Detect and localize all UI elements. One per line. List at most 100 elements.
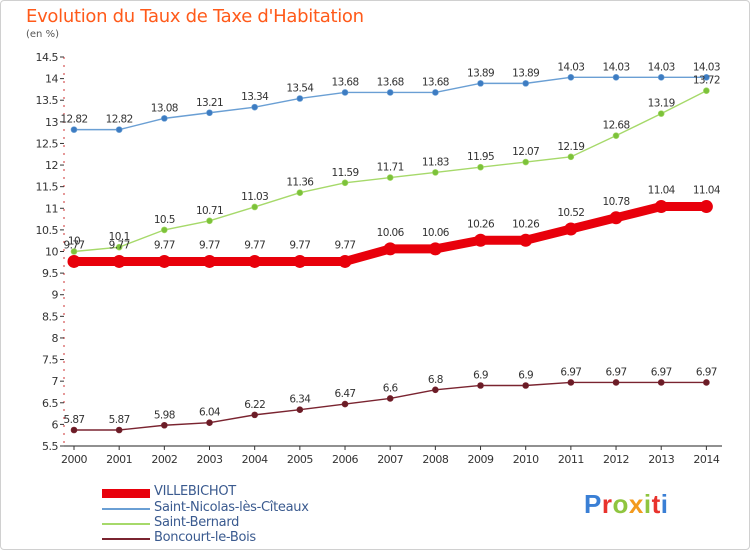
data-label: 6.9 <box>518 369 533 381</box>
x-tick-label: 2005 <box>287 453 313 466</box>
y-tick-label: 13.5 <box>36 94 59 107</box>
x-tick-label: 2012 <box>603 453 629 466</box>
data-point <box>70 426 78 434</box>
data-label: 6.8 <box>428 374 443 386</box>
x-tick-label: 2001 <box>106 453 132 466</box>
data-label: 11.04 <box>648 185 676 197</box>
data-point <box>477 80 484 87</box>
data-point <box>341 179 349 187</box>
y-tick-label: 8.5 <box>42 310 58 323</box>
data-point <box>567 74 575 81</box>
data-point <box>657 74 665 81</box>
data-label: 13.68 <box>422 76 449 88</box>
y-tick-label: 6 <box>52 418 59 431</box>
x-tick-label: 2014 <box>693 453 719 466</box>
data-point <box>296 406 304 413</box>
data-point <box>657 379 665 386</box>
data-label: 13.21 <box>196 97 223 109</box>
data-label: 11.03 <box>241 191 268 203</box>
x-tick-label: 2007 <box>377 453 403 466</box>
data-label: 9.77 <box>109 239 130 251</box>
data-label: 5.98 <box>154 409 175 421</box>
data-label: 10.06 <box>377 227 405 239</box>
data-point <box>703 74 710 81</box>
data-point <box>115 243 123 251</box>
data-label: 11.95 <box>467 151 494 163</box>
y-tick-label: 6.5 <box>42 397 58 410</box>
data-label: 13.89 <box>467 67 494 79</box>
data-point <box>699 200 713 214</box>
data-point <box>161 115 168 122</box>
y-tick-label: 14 <box>45 73 58 86</box>
data-label: 13.89 <box>512 67 539 79</box>
data-point <box>206 217 213 225</box>
data-label: 6.34 <box>289 394 311 406</box>
data-point <box>203 254 217 268</box>
data-point <box>70 248 78 255</box>
data-labels: 9.77 9.77 9.77 9.77 9.77 9.77 9.77 10.06 10.06 10… <box>60 61 721 426</box>
data-label: 14.03 <box>648 61 675 73</box>
logo-letter: P <box>584 489 602 519</box>
data-point <box>564 222 578 236</box>
data-point <box>432 169 439 176</box>
y-tick-label: 10 <box>45 246 58 259</box>
x-tick-label: 2009 <box>468 453 494 466</box>
data-label: 6.47 <box>335 388 356 400</box>
data-point <box>161 226 168 234</box>
data-point <box>654 200 668 214</box>
legend-label: Saint-Bernard <box>154 515 240 530</box>
x-tick-label: 2010 <box>513 453 539 466</box>
data-label: 10.06 <box>422 227 450 239</box>
data-label: 13.54 <box>286 82 314 94</box>
legend-swatch <box>102 538 150 540</box>
y-tick-label: 9 <box>52 289 59 302</box>
data-label: 6.97 <box>606 366 627 378</box>
x-tick-label: 2003 <box>197 453 223 466</box>
data-point <box>428 242 442 256</box>
proxiti-logo: Proxiti <box>584 489 668 520</box>
data-point <box>657 110 665 117</box>
data-label: 10.26 <box>512 218 540 230</box>
legend-swatch <box>102 523 150 525</box>
legend-label: Saint-Nicolas-lès-Cîteaux <box>154 500 309 515</box>
data-point <box>609 211 623 225</box>
series-0 <box>67 200 713 268</box>
data-point <box>567 379 575 386</box>
data-label: 14.03 <box>603 61 630 73</box>
data-label: 12.82 <box>106 114 133 126</box>
x-tick-label: 2000 <box>61 453 87 466</box>
unit-label: (en %) <box>26 29 59 40</box>
data-label: 6.97 <box>696 366 717 378</box>
data-label: 6.22 <box>244 399 265 411</box>
data-point <box>612 74 620 81</box>
data-point <box>703 87 710 95</box>
data-point <box>612 379 620 386</box>
logo-letter: x <box>628 489 644 519</box>
y-tick-label: 12.5 <box>36 137 59 150</box>
data-point <box>477 382 484 389</box>
data-point <box>383 242 397 256</box>
data-label: 5.87 <box>64 414 85 426</box>
data-label: 11.36 <box>286 177 314 189</box>
y-tick-label: 12 <box>45 159 58 172</box>
data-point <box>474 233 488 247</box>
data-label: 13.72 <box>693 75 720 87</box>
logo-letter: t <box>651 489 661 519</box>
series-2 <box>70 87 710 255</box>
y-tick-label: 8 <box>52 332 59 345</box>
data-point <box>386 89 394 96</box>
x-tick-label: 2013 <box>648 453 674 466</box>
x-tick-label: 2008 <box>422 453 448 466</box>
data-label: 12.82 <box>60 114 87 126</box>
data-label: 12.07 <box>512 146 539 158</box>
data-label: 10.26 <box>467 218 495 230</box>
data-point <box>703 379 710 386</box>
legend-label: Boncourt-le-Bois <box>154 530 256 545</box>
logo-letter: i <box>643 489 652 519</box>
data-label: 10.52 <box>557 207 584 219</box>
data-label: 9.77 <box>289 239 310 251</box>
data-label: 6.04 <box>199 407 221 419</box>
data-point <box>522 80 530 87</box>
